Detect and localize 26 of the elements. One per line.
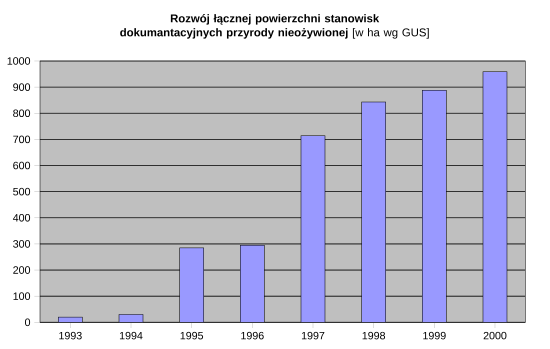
chart-title: Rozwój łącznej powierzchni stanowisk dokumantacyjnych przyrody nieożywionej [w ha wg GUS]	[120, 14, 429, 39]
bar	[300, 135, 326, 322]
y-tick-label: 0	[24, 318, 30, 326]
bar	[240, 244, 265, 322]
x-tick-label: 1998	[362, 332, 386, 340]
y-tick-label: 400	[12, 214, 30, 222]
y-tick-label: 700	[13, 136, 30, 144]
bar	[482, 71, 508, 322]
y-tick-label: 900	[13, 83, 30, 91]
x-tick-label: 1999	[423, 332, 446, 340]
x-tick-label: 1993	[59, 332, 82, 340]
y-tick-label: 200	[13, 266, 30, 274]
x-tick-label: 1994	[120, 332, 143, 340]
y-tick-label: 100	[14, 292, 30, 300]
x-tick-label: 1996	[241, 332, 264, 340]
y-tick-label: 600	[13, 162, 30, 170]
x-tick-label: 1997	[302, 332, 324, 340]
y-tick-label: 1000	[8, 57, 30, 65]
y-tick-label: 500	[13, 188, 30, 196]
bar	[179, 248, 204, 322]
y-tick-label: 800	[13, 109, 30, 118]
x-tick-label: 2000	[484, 332, 506, 340]
bar	[361, 102, 386, 322]
bar	[422, 90, 447, 322]
x-tick-label: 1995	[180, 332, 204, 340]
y-tick-label: 300	[13, 240, 30, 248]
